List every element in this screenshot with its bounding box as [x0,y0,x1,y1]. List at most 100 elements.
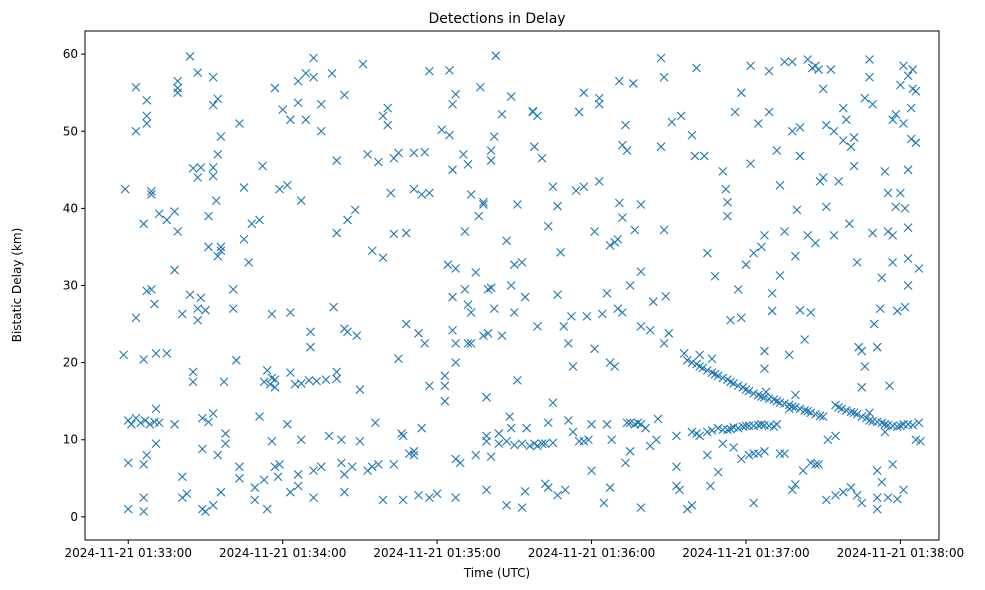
data-point [170,265,179,275]
data-point [656,53,666,63]
data-point [197,444,207,454]
data-point [787,402,797,411]
data-point [857,346,867,356]
data-point [533,321,542,331]
data-point [213,251,223,261]
x-tick-label: 2024-11-21 01:35:00 [373,546,500,560]
data-point [741,260,751,270]
data-point [540,439,550,448]
data-point [872,493,882,502]
data-point [636,200,646,209]
data-point [618,213,627,223]
data-point [193,315,203,325]
data-point [489,132,499,142]
data-point [630,225,640,235]
data-point [398,495,408,505]
data-point [537,439,547,448]
data-point [749,389,759,398]
data-point [730,107,740,117]
data-point [486,452,496,462]
data-point [659,72,669,82]
data-point [262,365,272,375]
data-point [837,404,847,414]
data-point [729,443,738,452]
data-point [772,419,782,429]
data-point [131,126,141,136]
data-point [142,286,152,296]
data-point [574,107,584,117]
data-point [312,376,322,386]
data-point [235,462,244,472]
y-tick-label: 40 [63,201,78,215]
data-point [815,411,825,421]
data-point [838,103,848,113]
data-point [702,427,712,437]
data-point [888,230,898,240]
data-point [173,227,183,236]
data-point [579,88,589,98]
data-point [262,504,272,514]
data-point [145,419,155,429]
data-point [659,338,669,348]
data-point [582,311,592,321]
data-point [543,418,553,428]
data-point [811,460,820,469]
data-point [506,92,516,101]
data-point [185,290,195,300]
data-point [147,190,156,199]
y-axis: 0 10 20 30 40 50 60 [63,47,85,524]
data-point [613,234,623,244]
data-point [798,466,808,475]
data-point [409,450,419,460]
data-point [139,460,149,469]
data-point [607,435,616,445]
data-point [420,147,430,157]
data-point [903,223,913,233]
data-point [374,460,383,469]
x-tick-label: 2024-11-21 01:33:00 [65,546,192,560]
data-point [142,450,152,460]
data-point [865,408,874,418]
data-point [489,304,499,314]
data-point [448,292,457,302]
data-point [437,125,447,135]
data-point [463,160,473,169]
data-point [440,381,450,391]
data-point [275,460,284,469]
data-point [841,115,851,125]
data-point [479,197,488,207]
data-point [301,69,311,78]
data-point [880,419,890,429]
data-point [818,412,828,421]
data-point [440,396,450,406]
data-point [154,418,164,428]
x-axis: 2024-11-21 01:33:00 2024-11-21 01:34:00 20… [65,540,964,560]
data-point [559,321,569,331]
data-point [213,450,223,460]
data-point [451,358,461,368]
data-point [197,413,207,423]
data-point [497,109,507,119]
data-point [409,446,419,456]
data-point [267,309,277,319]
data-point [661,291,671,301]
data-point [869,319,879,329]
data-point [193,304,203,314]
data-point [466,338,476,348]
data-point [474,211,484,221]
data-point [505,412,515,421]
data-point [736,313,746,323]
data-point [162,348,172,358]
data-point [790,390,800,400]
data-point [695,431,705,441]
data-point [424,381,434,391]
data-point [790,402,800,412]
data-point [865,416,874,425]
data-point [188,377,198,387]
data-point [239,234,249,244]
data-point [885,381,894,391]
data-point [757,242,766,252]
data-point [235,119,244,128]
data-point [424,188,434,198]
data-point [378,495,388,505]
